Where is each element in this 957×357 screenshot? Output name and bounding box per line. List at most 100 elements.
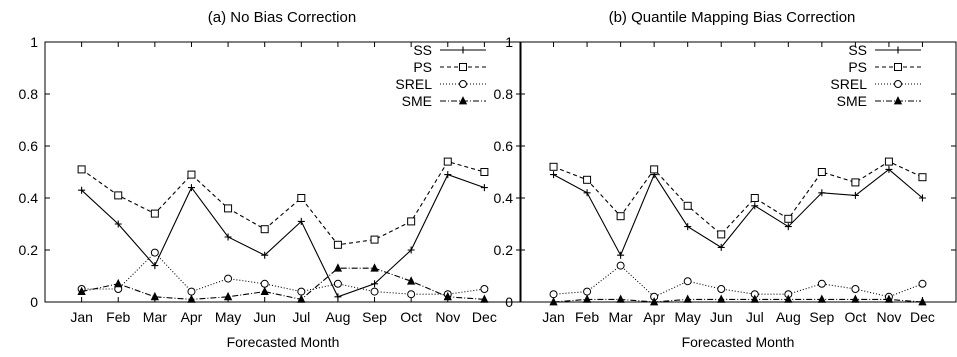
series-srel-point bbox=[297, 287, 306, 296]
series-ss-point bbox=[851, 191, 859, 199]
series-srel-line bbox=[553, 264, 923, 298]
series-ps bbox=[549, 157, 927, 239]
series-srel-point bbox=[224, 274, 233, 283]
x-tick-label: May bbox=[215, 309, 241, 325]
series-ps-point bbox=[443, 157, 452, 166]
series-ps-point bbox=[717, 230, 726, 239]
y-tick-label: 0.6 bbox=[494, 138, 514, 154]
series-ss-point bbox=[583, 189, 591, 197]
x-tick-label: Jun bbox=[710, 309, 733, 325]
series-srel-point bbox=[851, 285, 860, 293]
legend-marker bbox=[894, 46, 902, 54]
series-ss-point bbox=[78, 186, 86, 194]
series-sme-point bbox=[817, 294, 826, 303]
series-ss-point bbox=[371, 280, 379, 288]
series-srel-point bbox=[480, 285, 489, 293]
x-tick-label: Sep bbox=[362, 309, 387, 325]
plot-frame bbox=[44, 41, 522, 303]
legend-marker bbox=[459, 80, 467, 88]
legend-marker bbox=[459, 63, 467, 71]
series-sme-point bbox=[480, 294, 489, 303]
legend-marker bbox=[894, 63, 902, 71]
legend-marker bbox=[459, 46, 467, 54]
series-sme-point bbox=[650, 297, 659, 306]
y-tick-label: 0.2 bbox=[19, 242, 39, 258]
series-ss-point bbox=[444, 171, 452, 179]
panel-a: (a) No Bias Correction 0 0.2 0.4 0.6 0.8 1 Jan F… bbox=[19, 9, 522, 350]
series-sme-point bbox=[443, 291, 452, 301]
x-tick-label: Jul bbox=[746, 309, 764, 325]
x-tick-label: Feb bbox=[575, 309, 599, 325]
series-ps-point bbox=[616, 212, 625, 221]
series-sme-point bbox=[150, 291, 159, 301]
series-ss-point bbox=[261, 251, 269, 259]
y-tick-label: 0 bbox=[505, 294, 513, 310]
legend-label: PS bbox=[848, 59, 867, 75]
series-ss-point bbox=[784, 223, 792, 231]
legend-label: PS bbox=[413, 59, 432, 75]
series-sme-point bbox=[717, 294, 726, 303]
series-ss-point bbox=[885, 165, 893, 173]
series-ps-line bbox=[81, 160, 485, 246]
series-sme bbox=[77, 263, 489, 303]
series-ps-point bbox=[750, 194, 759, 202]
x-tick-label: Jun bbox=[253, 309, 276, 325]
series-ss-point bbox=[224, 233, 232, 241]
series-ps-point bbox=[784, 214, 793, 223]
series-ps-point bbox=[77, 165, 86, 174]
series-sme-point bbox=[407, 276, 416, 285]
legend-label: SS bbox=[848, 42, 867, 58]
series-sme-line bbox=[553, 298, 923, 303]
series-ss-point bbox=[297, 217, 305, 225]
series-sme-line bbox=[81, 267, 485, 300]
series-sme-point bbox=[187, 294, 196, 303]
series-sme-point bbox=[370, 263, 379, 272]
series-ss-point bbox=[550, 171, 558, 179]
series-srel-point bbox=[683, 277, 692, 286]
series-srel-point bbox=[370, 287, 379, 296]
plot-frame bbox=[519, 41, 957, 303]
series-ss-point bbox=[717, 243, 725, 251]
series-srel-point bbox=[333, 279, 342, 288]
series-ps-point bbox=[224, 204, 233, 213]
series-ps bbox=[77, 157, 489, 249]
x-tick-label: Apr bbox=[181, 309, 203, 325]
series-ps-point bbox=[918, 173, 927, 182]
series-sme bbox=[549, 294, 927, 306]
series-srel-point bbox=[260, 279, 269, 288]
chart-title: (a) No Bias Correction bbox=[208, 9, 356, 26]
legend-label: SREL bbox=[395, 76, 432, 92]
series-ps-point bbox=[549, 162, 558, 171]
x-tick-label: Aug bbox=[776, 309, 801, 325]
x-tick-label: Feb bbox=[106, 309, 130, 325]
series-ps-point bbox=[817, 168, 826, 176]
series-srel-point bbox=[187, 287, 196, 296]
x-tick-label: May bbox=[674, 309, 700, 325]
panel-b: (b) Quantile Mapping Bias Correction 0 0.2… bbox=[494, 9, 957, 350]
series-ss-line bbox=[81, 173, 485, 298]
y-tick-label: 0 bbox=[30, 294, 38, 310]
x-tick-label: Oct bbox=[844, 309, 866, 325]
series-ps-point bbox=[884, 157, 893, 166]
series-ps-line bbox=[553, 160, 923, 236]
series-ps-point bbox=[851, 178, 860, 187]
series-ss-point bbox=[918, 194, 926, 202]
x-tick-label: Nov bbox=[876, 309, 901, 325]
series-sme-point bbox=[114, 278, 123, 288]
x-tick-label: Dec bbox=[472, 309, 497, 325]
series-ps-point bbox=[650, 165, 659, 174]
legend-label: SS bbox=[413, 42, 432, 58]
series-ps-point bbox=[260, 225, 269, 234]
y-tick-label: 1 bbox=[30, 34, 38, 50]
series-srel-point bbox=[918, 279, 927, 288]
x-tick-label: Sep bbox=[809, 309, 834, 325]
series-ps-point bbox=[407, 217, 416, 226]
series-srel-point bbox=[583, 287, 592, 296]
series-srel-point bbox=[549, 290, 558, 299]
series-ps-point bbox=[297, 194, 306, 202]
series-ss-point bbox=[187, 184, 195, 192]
series-ss-line bbox=[553, 168, 923, 257]
series-ss-point bbox=[151, 262, 159, 270]
x-tick-label: Apr bbox=[643, 309, 665, 325]
